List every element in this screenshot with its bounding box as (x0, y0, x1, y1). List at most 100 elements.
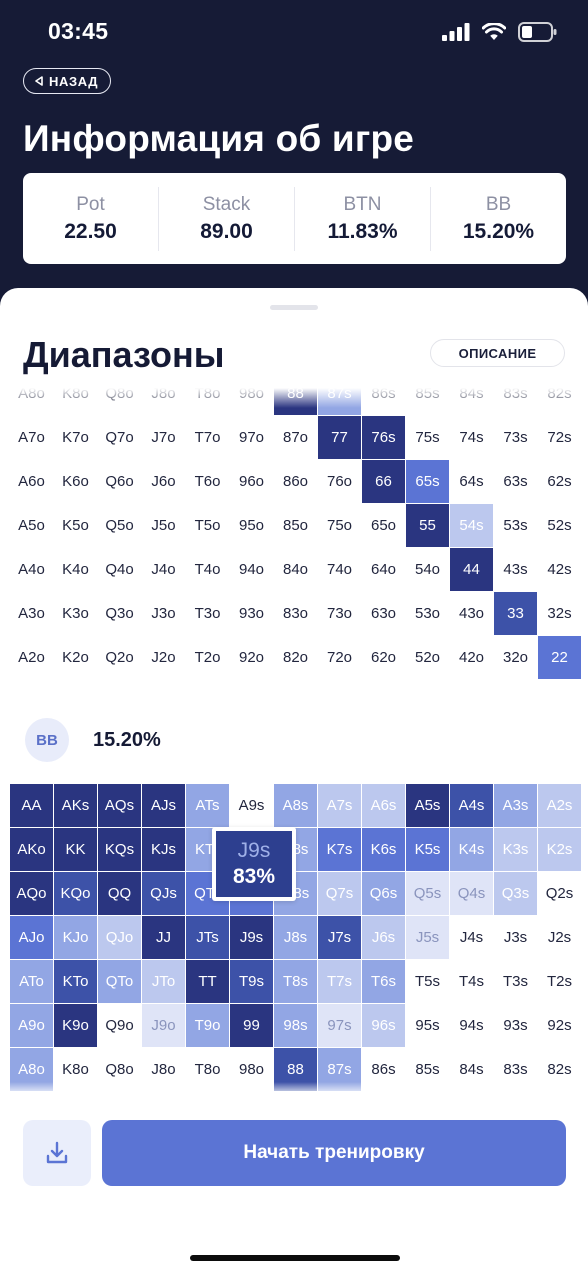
bb-cell-KK[interactable]: KK (54, 828, 97, 871)
btn-cell-74s[interactable]: 74s (450, 416, 493, 459)
btn-cell-94o[interactable]: 94o (230, 548, 273, 591)
btn-cell-42s[interactable]: 42s (538, 548, 581, 591)
btn-cell-J2o[interactable]: J2o (142, 636, 185, 679)
bb-cell-J9s[interactable]: J9s (230, 916, 273, 959)
bb-cell-97s[interactable]: 97s (318, 1004, 361, 1047)
bb-cell-88[interactable]: 88 (274, 1048, 317, 1091)
bb-cell-J3s[interactable]: J3s (494, 916, 537, 959)
bb-cell-85s[interactable]: 85s (406, 1048, 449, 1091)
btn-cell-A6o[interactable]: A6o (10, 460, 53, 503)
bb-cell-J2s[interactable]: J2s (538, 916, 581, 959)
btn-cell-72o[interactable]: 72o (318, 636, 361, 679)
bb-cell-KTo[interactable]: KTo (54, 960, 97, 1003)
bb-cell-JTo[interactable]: JTo (142, 960, 185, 1003)
description-button[interactable]: ОПИСАНИЕ (430, 339, 565, 367)
btn-cell-62o[interactable]: 62o (362, 636, 405, 679)
btn-cell-K7o[interactable]: K7o (54, 416, 97, 459)
btn-cell-84s[interactable]: 84s (450, 388, 493, 415)
bb-cell-T8o[interactable]: T8o (186, 1048, 229, 1091)
btn-cell-J7o[interactable]: J7o (142, 416, 185, 459)
bb-cell-K4s[interactable]: K4s (450, 828, 493, 871)
btn-cell-44[interactable]: 44 (450, 548, 493, 591)
btn-cell-33[interactable]: 33 (494, 592, 537, 635)
btn-cell-K2o[interactable]: K2o (54, 636, 97, 679)
btn-cell-72s[interactable]: 72s (538, 416, 581, 459)
btn-cell-64o[interactable]: 64o (362, 548, 405, 591)
bb-cell-K3s[interactable]: K3s (494, 828, 537, 871)
bb-cell-A3s[interactable]: A3s (494, 784, 537, 827)
btn-cell-92o[interactable]: 92o (230, 636, 273, 679)
bb-cell-J4s[interactable]: J4s (450, 916, 493, 959)
btn-cell-Q4o[interactable]: Q4o (98, 548, 141, 591)
btn-cell-K5o[interactable]: K5o (54, 504, 97, 547)
btn-cell-88[interactable]: 88 (274, 388, 317, 415)
btn-cell-73o[interactable]: 73o (318, 592, 361, 635)
bb-cell-T5s[interactable]: T5s (406, 960, 449, 1003)
bb-cell-AQs[interactable]: AQs (98, 784, 141, 827)
btn-cell-J4o[interactable]: J4o (142, 548, 185, 591)
btn-range-grid[interactable]: A8o K8o Q8o J8o T8o 98o 88 87s 86s 85s 84s 83s 82s A7… (10, 388, 588, 689)
btn-cell-43o[interactable]: 43o (450, 592, 493, 635)
start-training-button[interactable]: Начать тренировку (102, 1120, 566, 1186)
bb-cell-T6s[interactable]: T6s (362, 960, 405, 1003)
btn-cell-75o[interactable]: 75o (318, 504, 361, 547)
bb-cell-K2s[interactable]: K2s (538, 828, 581, 871)
btn-cell-86s[interactable]: 86s (362, 388, 405, 415)
bb-cell-AJs[interactable]: AJs (142, 784, 185, 827)
bb-cell-KQo[interactable]: KQo (54, 872, 97, 915)
btn-cell-86o[interactable]: 86o (274, 460, 317, 503)
bb-cell-K8o[interactable]: K8o (54, 1048, 97, 1091)
bb-cell-Q2s[interactable]: Q2s (538, 872, 581, 915)
btn-cell-63s[interactable]: 63s (494, 460, 537, 503)
btn-cell-52o[interactable]: 52o (406, 636, 449, 679)
btn-cell-54s[interactable]: 54s (450, 504, 493, 547)
btn-cell-Q3o[interactable]: Q3o (98, 592, 141, 635)
bb-cell-QJo[interactable]: QJo (98, 916, 141, 959)
bb-cell-T8s[interactable]: T8s (274, 960, 317, 1003)
btn-cell-52s[interactable]: 52s (538, 504, 581, 547)
btn-cell-63o[interactable]: 63o (362, 592, 405, 635)
bb-cell-ATs[interactable]: ATs (186, 784, 229, 827)
btn-cell-A5o[interactable]: A5o (10, 504, 53, 547)
btn-cell-A3o[interactable]: A3o (10, 592, 53, 635)
btn-cell-83s[interactable]: 83s (494, 388, 537, 415)
bb-cell-Q5s[interactable]: Q5s (406, 872, 449, 915)
btn-cell-J3o[interactable]: J3o (142, 592, 185, 635)
bb-cell-T7s[interactable]: T7s (318, 960, 361, 1003)
bb-cell-JJ[interactable]: JJ (142, 916, 185, 959)
sheet-grabber[interactable] (270, 305, 318, 310)
btn-cell-32s[interactable]: 32s (538, 592, 581, 635)
bb-cell-KJs[interactable]: KJs (142, 828, 185, 871)
btn-cell-Q2o[interactable]: Q2o (98, 636, 141, 679)
btn-cell-85o[interactable]: 85o (274, 504, 317, 547)
bb-cell-AKs[interactable]: AKs (54, 784, 97, 827)
btn-cell-53o[interactable]: 53o (406, 592, 449, 635)
btn-cell-97o[interactable]: 97o (230, 416, 273, 459)
bb-cell-QQ[interactable]: QQ (98, 872, 141, 915)
bb-cell-J9o[interactable]: J9o (142, 1004, 185, 1047)
btn-cell-A2o[interactable]: A2o (10, 636, 53, 679)
bb-cell-Q7s[interactable]: Q7s (318, 872, 361, 915)
btn-cell-76o[interactable]: 76o (318, 460, 361, 503)
btn-cell-96o[interactable]: 96o (230, 460, 273, 503)
bb-cell-92s[interactable]: 92s (538, 1004, 581, 1047)
btn-cell-82s[interactable]: 82s (538, 388, 581, 415)
bb-cell-K7s[interactable]: K7s (318, 828, 361, 871)
btn-cell-T2o[interactable]: T2o (186, 636, 229, 679)
bb-cell-98s[interactable]: 98s (274, 1004, 317, 1047)
btn-cell-Q7o[interactable]: Q7o (98, 416, 141, 459)
bb-cell-96s[interactable]: 96s (362, 1004, 405, 1047)
btn-cell-Q5o[interactable]: Q5o (98, 504, 141, 547)
btn-cell-T4o[interactable]: T4o (186, 548, 229, 591)
bb-cell-94s[interactable]: 94s (450, 1004, 493, 1047)
btn-cell-64s[interactable]: 64s (450, 460, 493, 503)
bb-cell-84s[interactable]: 84s (450, 1048, 493, 1091)
bb-cell-87s[interactable]: 87s (318, 1048, 361, 1091)
btn-cell-A8o[interactable]: A8o (10, 388, 53, 415)
bb-cell-83s[interactable]: 83s (494, 1048, 537, 1091)
bb-cell-A9s[interactable]: A9s (230, 784, 273, 827)
btn-cell-K8o[interactable]: K8o (54, 388, 97, 415)
bb-cell-T2s[interactable]: T2s (538, 960, 581, 1003)
btn-cell-84o[interactable]: 84o (274, 548, 317, 591)
btn-cell-K3o[interactable]: K3o (54, 592, 97, 635)
